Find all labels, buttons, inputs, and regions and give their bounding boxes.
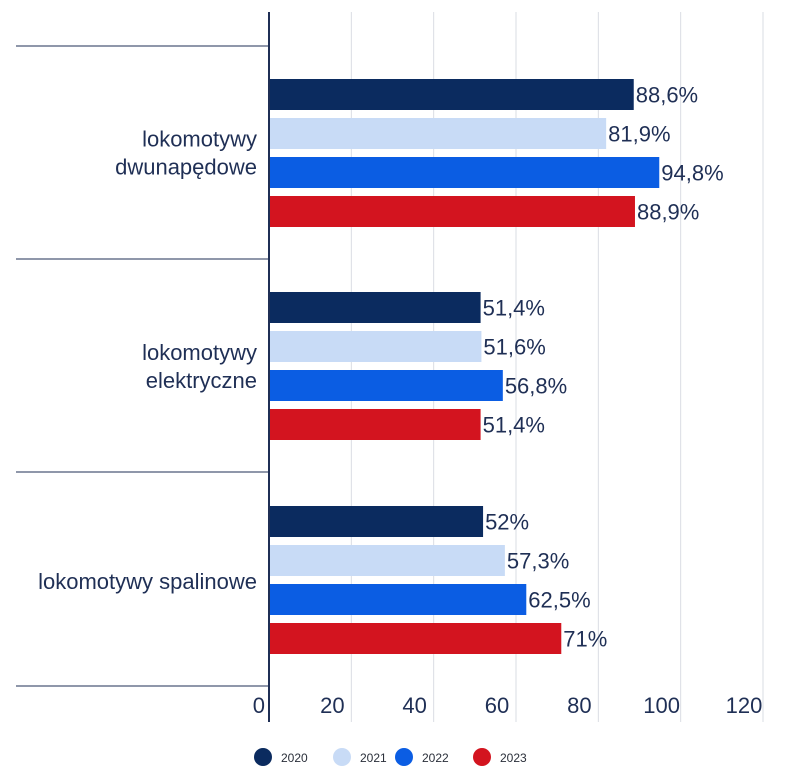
legend-item-2023: 2023 xyxy=(473,748,527,766)
legend-marker-2023 xyxy=(473,748,491,766)
bar-2022-category-0 xyxy=(269,157,660,188)
category-label-2: lokomotywy spalinowe xyxy=(38,569,257,594)
bars-layer xyxy=(269,79,660,654)
legend-marker-2022 xyxy=(395,748,413,766)
data-label-2020-category-1: 51,4% xyxy=(483,296,545,321)
bar-2021-category-1 xyxy=(269,331,482,362)
category-label-line: elektryczne xyxy=(146,368,257,393)
legend-marker-2021 xyxy=(333,748,351,766)
bar-2020-category-1 xyxy=(269,292,481,323)
category-dividers xyxy=(16,45,269,687)
bar-2023-category-0 xyxy=(269,196,635,227)
data-label-2023-category-1: 51,4% xyxy=(483,413,545,438)
axis-layer: 0 20 40 60 80 100 120 xyxy=(253,12,763,722)
legend-item-2020: 2020 xyxy=(254,748,308,766)
legend-item-2021: 2021 xyxy=(333,748,387,766)
x-tick-label-120: 120 xyxy=(726,693,763,718)
data-label-2022-category-1: 56,8% xyxy=(505,374,567,399)
bar-2022-category-1 xyxy=(269,370,503,401)
legend-item-2022: 2022 xyxy=(395,748,449,766)
category-label-line: lokomotywy spalinowe xyxy=(38,569,257,594)
data-label-2022-category-0: 94,8% xyxy=(661,161,723,186)
bar-2020-category-2 xyxy=(269,506,484,537)
x-tick-label-60: 60 xyxy=(485,693,509,718)
data-label-2021-category-1: 51,6% xyxy=(483,335,545,360)
data-label-2023-category-2: 71% xyxy=(563,627,607,652)
bar-2022-category-2 xyxy=(269,584,527,615)
category-label-0: lokomotywy dwunapędowe xyxy=(115,127,257,180)
legend-label-2022: 2022 xyxy=(422,751,449,765)
x-tick-label-0: 0 xyxy=(253,693,265,718)
legend: 2020 2021 2022 2023 xyxy=(254,748,527,766)
x-tick-label-80: 80 xyxy=(567,693,591,718)
bar-2023-category-1 xyxy=(269,409,481,440)
category-label-1: lokomotywy elektryczne xyxy=(142,340,257,393)
legend-marker-2020 xyxy=(254,748,272,766)
category-label-line: dwunapędowe xyxy=(115,155,257,180)
data-label-2023-category-0: 88,9% xyxy=(637,200,699,225)
data-label-2021-category-2: 57,3% xyxy=(507,549,569,574)
category-label-line: lokomotywy xyxy=(142,340,257,365)
bar-2021-category-2 xyxy=(269,545,505,576)
data-label-2021-category-0: 81,9% xyxy=(608,122,670,147)
labels-layer: 88,6% 51,4% 52% 81,9% 51,6% 57,3% 94,8% 56,8% 62… xyxy=(38,83,724,652)
bar-2020-category-0 xyxy=(269,79,634,110)
x-tick-label-20: 20 xyxy=(320,693,344,718)
data-label-2020-category-0: 88,6% xyxy=(636,83,698,108)
bar-2021-category-0 xyxy=(269,118,607,149)
legend-label-2020: 2020 xyxy=(281,751,308,765)
category-label-line: lokomotywy xyxy=(142,127,257,152)
x-tick-label-100: 100 xyxy=(643,693,680,718)
x-tick-label-40: 40 xyxy=(402,693,426,718)
data-label-2022-category-2: 62,5% xyxy=(528,588,590,613)
legend-label-2023: 2023 xyxy=(500,751,527,765)
bar-2023-category-2 xyxy=(269,623,562,654)
data-label-2020-category-2: 52% xyxy=(485,510,529,535)
legend-label-2021: 2021 xyxy=(360,751,387,765)
